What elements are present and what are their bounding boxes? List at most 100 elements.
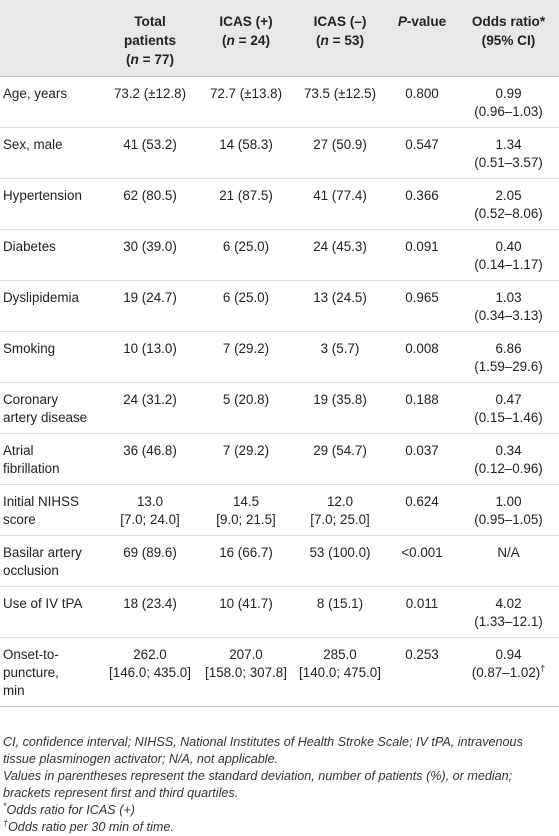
table-row: Hypertension 62 (80.5) 21 (87.5) 41 (77.4) 0… bbox=[0, 178, 559, 230]
cell-icas-neg-line: [7.0; 25.0] bbox=[310, 512, 370, 527]
header-or-line2: (95% CI) bbox=[481, 33, 536, 48]
cell-icas-neg: 13 (24.5) bbox=[294, 280, 386, 332]
cell-odds-ratio-line: (1.33–12.1) bbox=[474, 614, 543, 629]
row-label-line: puncture, bbox=[3, 665, 59, 680]
cell-total: 41 (53.2) bbox=[102, 127, 198, 179]
cell-icas-pos-line: 207.0 bbox=[229, 647, 263, 662]
cell-pvalue: 0.091 bbox=[386, 229, 458, 281]
cell-icas-pos-line: 14.5 bbox=[232, 494, 260, 509]
row-label-line: Age, years bbox=[3, 86, 68, 101]
cell-icas-pos: 6 (25.0) bbox=[198, 280, 294, 332]
cell-icas-pos: 14 (58.3) bbox=[198, 127, 294, 179]
cell-pvalue: <0.001 bbox=[386, 535, 458, 587]
row-label-line: Initial NIHSS bbox=[3, 494, 79, 509]
cell-icas-pos-line: 16 (66.7) bbox=[219, 545, 273, 560]
data-table: Total patients (n = 77) ICAS (+) (n = 24… bbox=[0, 0, 559, 707]
row-label: Onset-to-puncture, min bbox=[0, 637, 102, 707]
table-body: Age, years 73.2 (±12.8) 72.7 (±13.8) 73.5 (… bbox=[0, 76, 559, 707]
row-label-line: Use of IV tPA bbox=[3, 596, 83, 611]
row-label-line: min bbox=[3, 683, 25, 698]
row-label-line: Sex, male bbox=[3, 137, 63, 152]
cell-icas-pos-line: 7 (29.2) bbox=[222, 341, 270, 356]
header-cell-variable bbox=[0, 0, 102, 77]
cell-pvalue: 0.800 bbox=[386, 76, 458, 128]
row-label-line: Coronary bbox=[3, 392, 59, 407]
cell-total-line: 69 (89.6) bbox=[123, 545, 177, 560]
cell-odds-ratio-line: (0.96–1.03) bbox=[474, 104, 543, 119]
header-or-line1: Odds ratio* bbox=[471, 14, 546, 29]
cell-icas-pos: 7 (29.2) bbox=[198, 433, 294, 485]
cell-total-line: [7.0; 24.0] bbox=[120, 512, 180, 527]
cell-odds-ratio: 0.34 (0.12–0.96) bbox=[458, 433, 559, 485]
cell-icas-pos: 6 (25.0) bbox=[198, 229, 294, 281]
table-row: Sex, male 41 (53.2) 14 (58.3) 27 (50.9) 0.54… bbox=[0, 127, 559, 179]
cell-total-line: 62 (80.5) bbox=[123, 188, 177, 203]
cell-odds-ratio: 4.02 (1.33–12.1) bbox=[458, 586, 559, 638]
row-label-line: Dyslipidemia bbox=[3, 290, 79, 305]
table-row: Age, years 73.2 (±12.8) 72.7 (±13.8) 73.5 (… bbox=[0, 76, 559, 128]
cell-icas-pos: 5 (20.8) bbox=[198, 382, 294, 434]
header-total-line2: patients bbox=[123, 33, 177, 48]
cell-icas-neg: 24 (45.3) bbox=[294, 229, 386, 281]
cell-icas-pos: 10 (41.7) bbox=[198, 586, 294, 638]
header-icas-pos-line2: (n = 24) bbox=[222, 33, 270, 48]
cell-odds-ratio: 1.03 (0.34–3.13) bbox=[458, 280, 559, 332]
cell-odds-ratio: N/A bbox=[458, 535, 559, 587]
cell-icas-pos-line: 72.7 (±13.8) bbox=[209, 86, 283, 101]
header-icas-neg-line1: ICAS (–) bbox=[313, 14, 367, 29]
cell-pvalue: 0.253 bbox=[386, 637, 458, 707]
cell-icas-pos: 16 (66.7) bbox=[198, 535, 294, 587]
header-cell-icas-neg: ICAS (–) (n = 53) bbox=[294, 0, 386, 77]
cell-total-line: 262.0 bbox=[133, 647, 167, 662]
cell-odds-ratio-line: N/A bbox=[497, 545, 520, 560]
cell-odds-ratio-line: 0.34 bbox=[495, 443, 522, 458]
row-label-line: Onset-to- bbox=[3, 647, 59, 662]
row-label-line: artery disease bbox=[3, 410, 88, 425]
cell-icas-neg: 8 (15.1) bbox=[294, 586, 386, 638]
cell-icas-pos: 7 (29.2) bbox=[198, 331, 294, 383]
cell-odds-ratio-line: (0.52–8.06) bbox=[474, 206, 543, 221]
row-label: Coronary artery disease bbox=[0, 382, 102, 434]
cell-icas-pos-line: 6 (25.0) bbox=[222, 239, 270, 254]
cell-total-line: 13.0 bbox=[136, 494, 164, 509]
cell-icas-neg: 73.5 (±12.5) bbox=[294, 76, 386, 128]
cell-pvalue: 0.037 bbox=[386, 433, 458, 485]
footnote-odds-ratio: *Odds ratio for ICAS (+) bbox=[3, 800, 135, 817]
cell-icas-neg: 12.0 [7.0; 25.0] bbox=[294, 484, 386, 536]
cell-odds-ratio-line: (0.95–1.05) bbox=[474, 512, 543, 527]
header-total-line3: (n = 77) bbox=[126, 52, 174, 67]
cell-total: 62 (80.5) bbox=[102, 178, 198, 230]
cell-icas-neg-line: 29 (54.7) bbox=[313, 443, 367, 458]
cell-odds-ratio-line: (0.51–3.57) bbox=[474, 155, 543, 170]
cell-total-line: 41 (53.2) bbox=[123, 137, 177, 152]
cell-total: 19 (24.7) bbox=[102, 280, 198, 332]
cell-icas-pos-line: 21 (87.5) bbox=[219, 188, 273, 203]
row-label-line: Diabetes bbox=[3, 239, 56, 254]
cell-total: 262.0 [146.0; 435.0] bbox=[102, 637, 198, 707]
cell-icas-pos-line: 7 (29.2) bbox=[222, 443, 270, 458]
footnote-abbreviations: CI, confidence interval; NIHSS, National… bbox=[3, 735, 523, 766]
cell-icas-neg-line: 19 (35.8) bbox=[313, 392, 367, 407]
cell-total: 24 (31.2) bbox=[102, 382, 198, 434]
cell-icas-neg-line: 41 (77.4) bbox=[313, 188, 367, 203]
cell-icas-pos: 72.7 (±13.8) bbox=[198, 76, 294, 128]
row-label: Basilar artery occlusion bbox=[0, 535, 102, 587]
cell-icas-pos-line: 10 (41.7) bbox=[219, 596, 273, 611]
cell-odds-ratio: 0.94 (0.87–1.02)† bbox=[458, 637, 559, 707]
cell-icas-pos-line: 6 (25.0) bbox=[222, 290, 270, 305]
table-row: Initial NIHSS score 13.0 [7.0; 24.0] 14.5 [9.… bbox=[0, 484, 559, 536]
cell-icas-neg-line: 53 (100.0) bbox=[309, 545, 371, 560]
cell-odds-ratio-line: 0.94 bbox=[495, 647, 522, 662]
cell-pvalue: 0.624 bbox=[386, 484, 458, 536]
row-label: Use of IV tPA bbox=[0, 586, 102, 638]
cell-pvalue: 0.011 bbox=[386, 586, 458, 638]
cell-odds-ratio-line: 4.02 bbox=[495, 596, 522, 611]
row-label: Sex, male bbox=[0, 127, 102, 179]
table-row: Onset-to-puncture, min 262.0 [146.0; 435.0]… bbox=[0, 637, 559, 707]
header-total-line1: Total bbox=[134, 14, 166, 29]
row-label-line: Atrial bbox=[3, 443, 34, 458]
row-label: Initial NIHSS score bbox=[0, 484, 102, 536]
cell-pvalue: 0.965 bbox=[386, 280, 458, 332]
cell-total-line: 73.2 (±12.8) bbox=[113, 86, 187, 101]
